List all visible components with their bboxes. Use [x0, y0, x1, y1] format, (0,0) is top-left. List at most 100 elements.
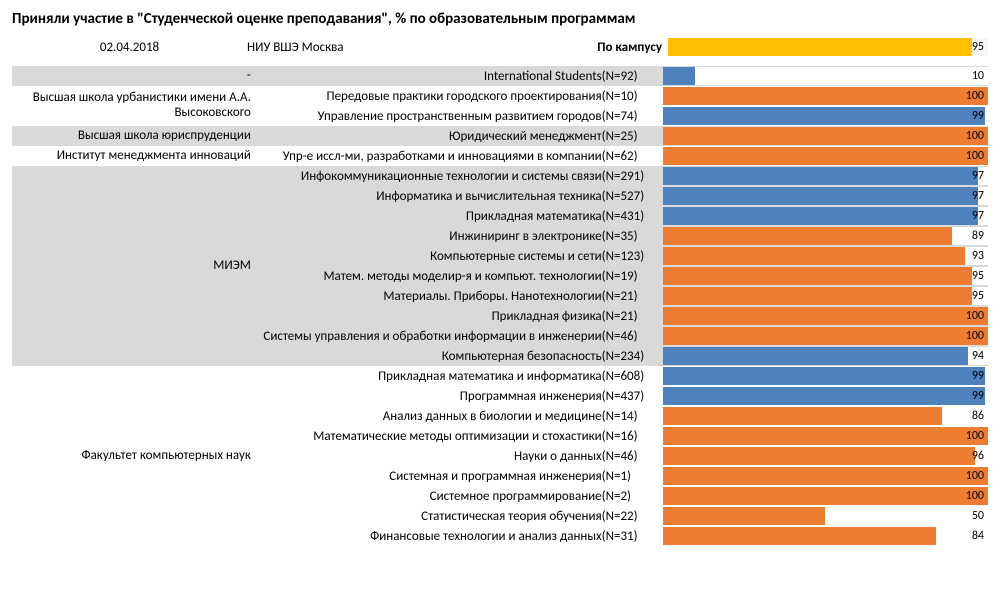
- campus-label: НИУ ВШЭ Москва: [247, 40, 447, 55]
- value-bar: [663, 107, 985, 125]
- bar-wrap: 86: [663, 407, 988, 425]
- page-title: Приняли участие в "Студенческой оценке п…: [12, 10, 988, 28]
- program-cell: International Students: [251, 66, 602, 86]
- program-cell: Компьютерные системы и сети: [251, 246, 602, 266]
- program-cell: Информатика и вычислительная техника: [251, 186, 602, 206]
- n-cell: (N=16): [602, 426, 663, 446]
- value-bar: [663, 507, 826, 525]
- value-label: 93: [972, 247, 984, 265]
- value-label: 99: [972, 107, 984, 125]
- value-bar: [663, 247, 966, 265]
- bar-wrap: 100: [663, 87, 988, 105]
- n-cell: (N=21): [602, 286, 663, 306]
- program-cell: Прикладная физика: [251, 306, 602, 326]
- program-cell: Инфокоммуникационные технологии и систем…: [251, 166, 602, 186]
- bar-cell: 50: [663, 506, 988, 526]
- program-cell: Программная инженерия: [251, 386, 602, 406]
- faculty-cell: МИЭМ: [12, 166, 251, 366]
- value-bar: [663, 87, 988, 105]
- program-cell: Науки о данных: [251, 446, 602, 466]
- n-cell: (N=431): [602, 206, 663, 226]
- value-bar: [663, 267, 972, 285]
- faculty-cell: -: [12, 66, 251, 86]
- n-cell: (N=234): [602, 346, 663, 366]
- bar-wrap: 10: [663, 67, 988, 85]
- bar-wrap: 50: [663, 507, 988, 525]
- value-bar: [663, 447, 975, 465]
- value-label: 97: [972, 167, 984, 185]
- value-bar: [663, 427, 988, 445]
- table-row: Институт менеджмента инновацийУпр-е иссл…: [12, 146, 988, 166]
- bar-wrap: 84: [663, 527, 988, 545]
- faculty-cell: Высшая школа юриспруденции: [12, 126, 251, 146]
- value-label: 100: [966, 307, 984, 325]
- faculty-cell: Институт менеджмента инноваций: [12, 146, 251, 166]
- program-cell: Финансовые технологии и анализ данных: [251, 526, 602, 546]
- value-bar: [663, 487, 988, 505]
- bar-cell: 95: [663, 266, 988, 286]
- n-cell: (N=25): [602, 126, 663, 146]
- program-cell: Статистическая теория обучения: [251, 506, 602, 526]
- value-label: 95: [972, 267, 984, 285]
- program-cell: Анализ данных в биологии и медицине: [251, 406, 602, 426]
- bar-cell: 89: [663, 226, 988, 246]
- table-row: Высшая школа юриспруденцииЮридический ме…: [12, 126, 988, 146]
- data-table: -International Students(N=92)10Высшая шк…: [12, 66, 988, 546]
- value-label: 97: [972, 207, 984, 225]
- n-cell: (N=608): [602, 366, 663, 386]
- bar-cell: 100: [663, 86, 988, 106]
- n-cell: (N=437): [602, 386, 663, 406]
- value-label: 99: [972, 387, 984, 405]
- value-bar: [663, 147, 988, 165]
- value-bar: [663, 387, 985, 405]
- bar-cell: 94: [663, 346, 988, 366]
- overall-bar-wrap: 95: [668, 38, 988, 56]
- bar-wrap: 100: [663, 327, 988, 345]
- faculty-cell: Высшая школа урбанистики имени А.А. Высо…: [12, 86, 251, 126]
- value-bar: [663, 207, 979, 225]
- n-cell: (N=10): [602, 86, 663, 106]
- n-cell: (N=1): [602, 466, 663, 486]
- bar-wrap: 99: [663, 107, 988, 125]
- bar-wrap: 89: [663, 227, 988, 245]
- header-row: 02.04.2018 НИУ ВШЭ Москва По кампусу 95: [12, 38, 988, 56]
- overall-label: По кампусу: [528, 40, 668, 55]
- n-cell: (N=527): [602, 186, 663, 206]
- program-cell: Прикладная математика и информатика: [251, 366, 602, 386]
- n-cell: (N=62): [602, 146, 663, 166]
- n-cell: (N=46): [602, 446, 663, 466]
- bar-wrap: 93: [663, 247, 988, 265]
- program-cell: Управление пространственным развитием го…: [251, 106, 602, 126]
- bar-cell: 100: [663, 306, 988, 326]
- value-label: 100: [966, 467, 984, 485]
- value-label: 96: [972, 447, 984, 465]
- bar-wrap: 100: [663, 307, 988, 325]
- value-bar: [663, 227, 953, 245]
- n-cell: (N=46): [602, 326, 663, 346]
- bar-wrap: 100: [663, 147, 988, 165]
- value-bar: [663, 167, 979, 185]
- value-label: 100: [966, 87, 984, 105]
- bar-wrap: 96: [663, 447, 988, 465]
- value-label: 50: [972, 507, 984, 525]
- bar-wrap: 100: [663, 127, 988, 145]
- bar-wrap: 100: [663, 467, 988, 485]
- program-cell: Упр-е иссл-ми, разработками и инновациям…: [251, 146, 602, 166]
- n-cell: (N=21): [602, 306, 663, 326]
- program-cell: Матем. методы моделир-я и компьют. техно…: [251, 266, 602, 286]
- n-cell: (N=291): [602, 166, 663, 186]
- bar-cell: 96: [663, 446, 988, 466]
- program-cell: Компьютерная безопасность: [251, 346, 602, 366]
- value-label: 97: [972, 187, 984, 205]
- value-label: 100: [966, 147, 984, 165]
- value-bar: [663, 407, 943, 425]
- program-cell: Юридический менеджмент: [251, 126, 602, 146]
- n-cell: (N=2): [602, 486, 663, 506]
- n-cell: (N=123): [602, 246, 663, 266]
- bar-cell: 97: [663, 166, 988, 186]
- program-cell: Материалы. Приборы. Нанотехнологии: [251, 286, 602, 306]
- value-bar: [663, 307, 988, 325]
- faculty-cell: Факультет компьютерных наук: [12, 366, 251, 546]
- value-label: 95: [972, 287, 984, 305]
- n-cell: (N=19): [602, 266, 663, 286]
